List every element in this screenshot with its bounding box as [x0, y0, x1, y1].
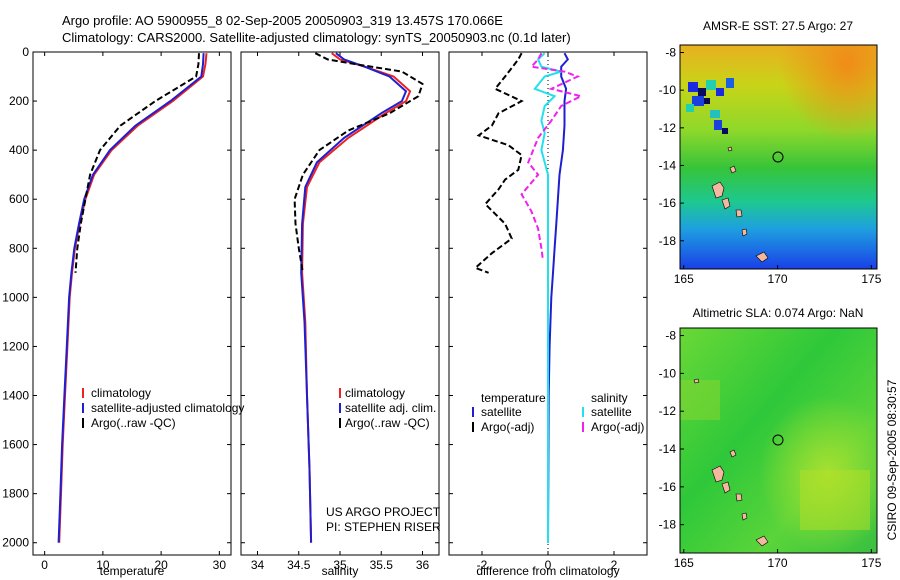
sst-map-frame — [679, 44, 878, 270]
map-x-tick-label: 165 — [674, 272, 694, 286]
legend-entry: Argo(-adj) — [481, 420, 534, 434]
legend-entry: climatology — [91, 386, 151, 400]
map-y-tick-label: -18 — [659, 518, 677, 532]
sst-map — [680, 45, 877, 269]
x-tick-label: 34 — [251, 558, 265, 572]
side-stamp: CSIRO 09-Sep-2005 08:30:57 — [885, 379, 899, 540]
map-y-tick-label: -12 — [659, 121, 677, 135]
x-axis-label: temperature — [100, 564, 165, 578]
x-tick-label: 0 — [545, 558, 552, 572]
y-tick-label: 600 — [9, 192, 29, 206]
credit-line-2: PI: STEPHEN RISER — [326, 520, 441, 534]
x-tick-label: -2 — [477, 558, 488, 572]
x-tick-label: 34.5 — [287, 558, 311, 572]
x-tick-label: 2 — [611, 558, 618, 572]
x-tick-label: 10 — [96, 558, 110, 572]
series-line-argo-adj- — [520, 52, 584, 261]
plot-frame — [240, 51, 440, 556]
series-line-argo-raw-qc- — [74, 53, 200, 273]
map-y-tick-label: -8 — [665, 329, 676, 343]
salinity-profile-panel: 34 34.5 35 35.5 36 salinity climatologysatelli… — [240, 51, 440, 578]
map-x-tick-label: 170 — [768, 556, 788, 570]
series-line-satellite — [547, 52, 570, 543]
series-line-satellite — [533, 52, 566, 543]
x-tick-label: 0 — [41, 558, 48, 572]
map-x-tick-label: 175 — [861, 272, 881, 286]
map-y-tick-label: -10 — [659, 366, 677, 380]
sst-map-axes: 165 170 175 -8 -10 -12 -14 -16 -18 — [659, 46, 882, 286]
y-tick-label: 800 — [9, 241, 29, 255]
series-line-climatology — [58, 53, 208, 543]
plot-frame — [32, 51, 232, 556]
legend-entry: Argo(..raw -QC) — [345, 416, 430, 430]
x-axis-label: salinity — [322, 564, 359, 578]
sla-map-frame — [679, 327, 878, 554]
legend-entry: Argo(-adj) — [591, 420, 644, 434]
y-tick-label: 1600 — [2, 438, 29, 452]
sst-map-title: AMSR-E SST: 27.5 Argo: 27 — [703, 19, 853, 33]
sst-cloud-pixels — [686, 78, 734, 134]
x-tick-label: 20 — [154, 558, 168, 572]
x-tick-label: 35.5 — [370, 558, 394, 572]
series-line-satellite-adjusted-climatology — [57, 53, 205, 543]
map-y-tick-label: -8 — [665, 46, 676, 60]
map-y-tick-label: -12 — [659, 404, 677, 418]
sla-map-axes: 165 170 175 -8 -10 -12 -14 -16 -18 — [659, 329, 882, 570]
legend-column-header: salinity — [591, 391, 628, 405]
series-line-climatology — [301, 52, 412, 543]
legend-column-header: temperature — [481, 391, 546, 405]
y-tick-label: 2000 — [2, 536, 29, 550]
y-tick-label: 200 — [9, 94, 29, 108]
map-y-tick-label: -16 — [659, 196, 677, 210]
sla-argo-marker — [772, 434, 784, 446]
x-tick-label: 30 — [213, 558, 227, 572]
title-line-1: Argo profile: AO 5900955_8 02-Sep-2005 2… — [62, 13, 503, 28]
legend-entry: Argo(..raw -QC) — [91, 416, 176, 430]
map-y-tick-label: -16 — [659, 480, 677, 494]
x-tick-label: 35 — [333, 558, 347, 572]
series-line-argo-adj- — [473, 52, 524, 274]
map-x-tick-label: 170 — [768, 272, 788, 286]
series-line-satellite-adj-clim- — [300, 52, 408, 543]
credit-line-1: US ARGO PROJECT — [326, 505, 441, 519]
legend-entry: satellite — [591, 405, 632, 419]
y-tick-label: 1400 — [2, 389, 29, 403]
sla-map — [680, 328, 877, 553]
map-y-tick-label: -10 — [659, 83, 677, 97]
y-tick-label: 1800 — [2, 487, 29, 501]
legend-entry: climatology — [345, 386, 405, 400]
sst-warm-region — [680, 45, 877, 269]
temperature-profile-panel: 0 10 20 30 0 200 400 600 800 1000 1200 1400 1600 1800… — [2, 45, 244, 578]
x-tick-label: 36 — [416, 558, 430, 572]
map-y-tick-label: -18 — [659, 234, 677, 248]
legend-entry: satellite-adjusted climatology — [91, 401, 244, 415]
legend-entry: satellite — [481, 405, 522, 419]
sst-argo-marker — [772, 151, 784, 163]
sla-islands — [693, 378, 769, 547]
title-line-2: Climatology: CARS2000. Satellite-adjuste… — [62, 30, 571, 45]
sst-islands — [711, 146, 769, 263]
series-line-argo-raw-qc- — [293, 52, 424, 273]
y-tick-label: 1200 — [2, 339, 29, 353]
legend-entry: satellite adj. clim. — [345, 401, 436, 415]
x-axis-label: difference from climatology — [476, 564, 619, 578]
map-y-tick-label: -14 — [659, 158, 677, 172]
y-tick-label: 400 — [9, 143, 29, 157]
y-tick-label: 0 — [22, 45, 29, 59]
map-y-tick-label: -14 — [659, 442, 677, 456]
map-x-tick-label: 175 — [861, 556, 881, 570]
map-x-tick-label: 165 — [674, 556, 694, 570]
sla-map-title: Altimetric SLA: 0.074 Argo: NaN — [693, 306, 864, 320]
y-tick-label: 1000 — [2, 290, 29, 304]
